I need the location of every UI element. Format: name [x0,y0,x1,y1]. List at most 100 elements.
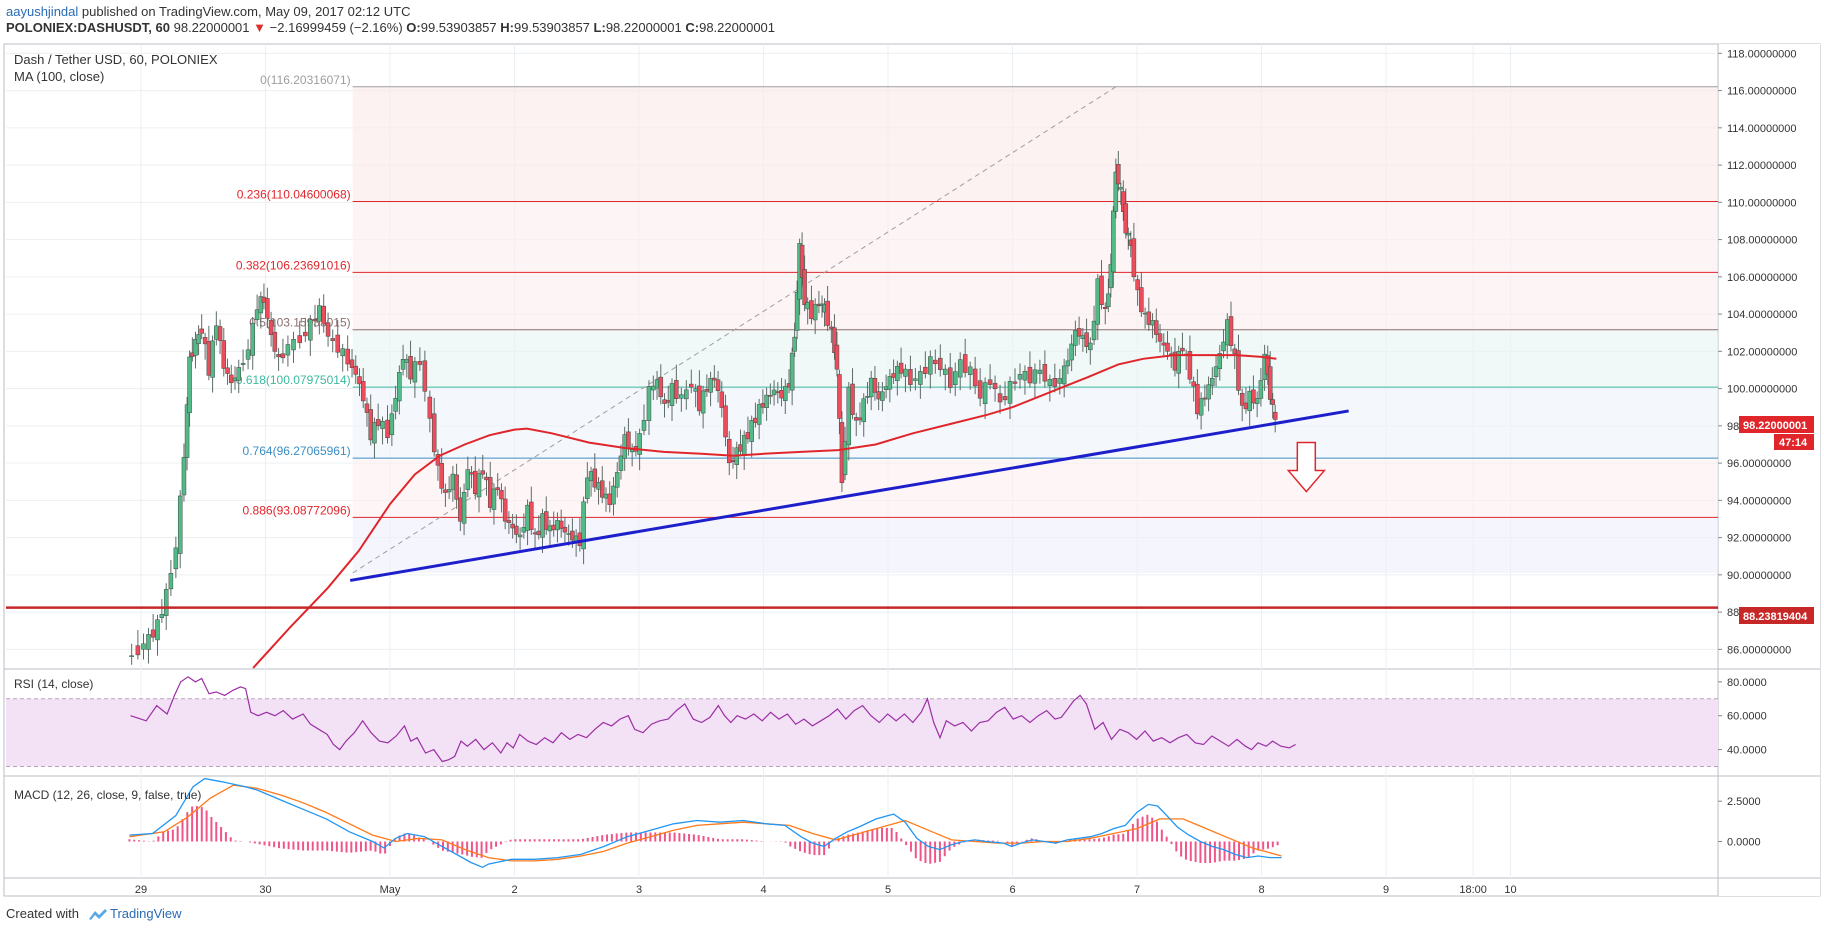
candle-body [1180,347,1185,352]
candle-body [850,383,855,415]
price-change: −2.16999459 (−2.16%) [269,20,403,35]
price-tick-label: 90.00000000 [1727,570,1791,582]
candle-body [1206,384,1211,400]
candle-body [861,398,866,423]
candle-body [872,377,878,393]
price-tick-label: 94.00000000 [1727,495,1791,507]
candle-body [265,298,270,319]
candle-body [977,380,983,399]
candle-body [303,331,308,337]
candle-body [918,371,923,385]
candle-body [236,367,241,381]
candle-body [1154,320,1159,335]
candle-body [150,629,156,638]
candle-body [834,344,840,370]
candle-body [783,386,788,401]
candle-body [465,469,471,490]
tradingview-brand-link[interactable]: TradingView [88,906,182,921]
high-label: H: [500,20,514,35]
candle-body [558,520,564,529]
rsi-legend: RSI (14, close) [14,677,93,691]
candle-body [551,524,556,531]
price-tick-label: 96.00000000 [1727,458,1791,470]
candle-body [325,322,331,337]
candle-body [588,471,594,482]
candle-body [210,340,215,378]
candle-body [577,532,583,547]
rsi-tick-label: 80.0000 [1727,677,1767,689]
candle-body [768,395,773,397]
candle-body [272,331,278,352]
candle-body [753,417,758,423]
candle-body [651,385,656,391]
candle-body [389,413,395,436]
price-tick-label: 100.00000000 [1727,384,1797,396]
candle-body [1002,396,1008,401]
candle-body [1007,381,1013,404]
candle-body [1091,320,1097,341]
candle-body [982,382,988,404]
macd-legend: MACD (12, 26, close, 9, false, true) [14,788,201,802]
candle-body [1228,316,1234,346]
candle-body [622,434,627,459]
candle-body [887,376,893,390]
candle-body [1095,278,1101,325]
candle-body [540,513,545,538]
candle-body [825,300,830,326]
candle-body [789,352,795,391]
candle-body [987,379,993,385]
candle-body [245,349,251,360]
time-tick-label: 30 [259,884,271,896]
pane-title: Dash / Tether USD, 60, POLONIEX [14,52,218,67]
candle-body [495,487,500,490]
candle-body [1116,163,1121,185]
candle-body [547,525,553,532]
last-price-badge: 98.22000001 [1743,420,1807,432]
candle-body [525,504,530,531]
candle-body [317,305,322,322]
price-tick-label: 104.00000000 [1727,309,1797,321]
candle-body [258,296,264,314]
candle-body [876,391,881,400]
candle-body [360,381,366,402]
candle-body [1161,342,1167,346]
candle-body [1236,350,1241,391]
candle-body [745,432,751,440]
candle-body [868,377,874,398]
candle-body [948,367,953,388]
candle-body [943,368,948,375]
fib-zone [352,458,1718,518]
fib-anchor-dashed [352,86,1117,574]
price-tick-label: 92.00000000 [1727,533,1791,545]
drawings-layer[interactable] [6,409,1718,609]
candle-body [712,377,717,381]
candle-body [510,523,515,529]
candle-body [1042,364,1048,382]
candle-body [957,359,963,378]
time-tick-label: 9 [1383,884,1389,896]
candle-body [555,520,560,531]
candle-body [221,340,227,369]
down-arrow-icon [1286,441,1326,493]
open-label: O: [406,20,421,35]
candle-body [163,589,169,616]
fib-retracement-tool[interactable]: 0(116.20316071) 0.236(110.04600068) 0.382(… [236,73,1718,574]
low-label: L: [593,20,606,35]
candle-body [187,356,192,414]
candle-body [404,359,410,363]
candle-body [458,497,463,522]
candle-body [771,389,777,396]
author-link[interactable]: aayushjindal [6,4,79,19]
candle-body [280,353,286,359]
candle-body [1239,392,1245,406]
candle-body [741,435,747,455]
candle-body [581,501,586,550]
candle-body [297,335,302,343]
candle-body [529,501,534,530]
candle-body [291,338,296,351]
macd-tick-label: 0.0000 [1727,837,1761,849]
candle-body [268,320,274,335]
price-tick-label: 114.00000000 [1727,123,1797,135]
